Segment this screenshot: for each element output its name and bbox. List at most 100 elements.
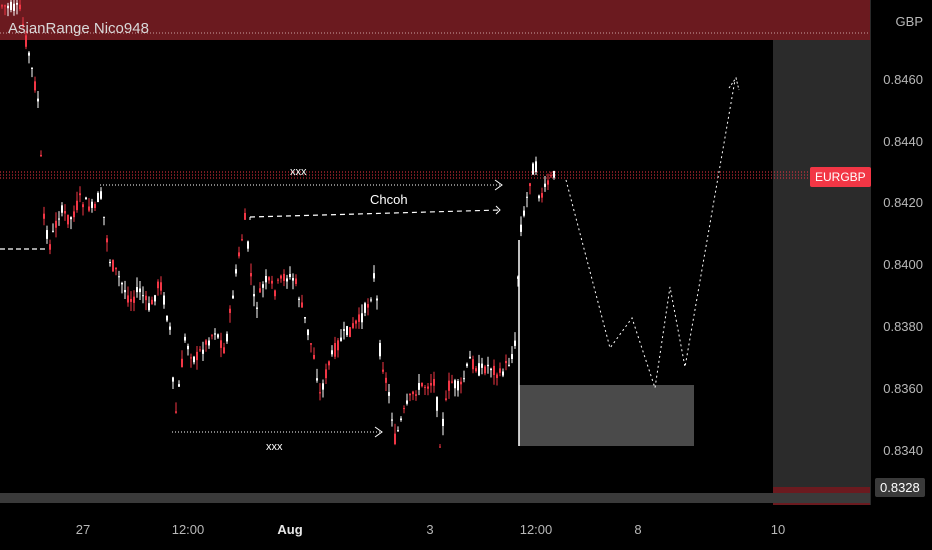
candle-body [76,200,78,211]
candle-body [82,204,84,208]
candle-body [319,392,321,394]
candle-body [262,284,264,288]
candle-body [208,340,210,346]
candle-body [400,418,402,421]
candle-body [97,192,99,203]
candle-body [22,23,24,26]
candle-body [352,323,354,328]
candle-body [79,193,81,196]
candle-body [292,278,294,281]
candle-body [127,295,129,303]
candle-body [388,392,390,396]
candle-body [106,238,108,243]
candle-body [37,98,39,102]
time-axis[interactable]: 27 12:00 Aug 3 12:00 8 10 [0,505,870,550]
candle-body [163,295,165,305]
price-axis[interactable]: GBP 0.8460 0.8440 0.8420 0.8400 0.8380 0… [870,0,932,505]
candle-body [115,267,117,270]
bottom-xxx-arrow [374,426,383,438]
candle-body [232,295,234,299]
candle-body [169,326,171,330]
candle-body [49,244,51,250]
candle-body [334,343,336,357]
candle-body [199,349,201,351]
price-tick: 0.8340 [883,443,923,458]
candle-body [4,5,6,7]
candle-body [19,4,21,10]
candle-body [139,288,141,293]
candle-body [466,363,468,367]
candle-body [229,308,231,313]
bottom-scroll-bar[interactable] [0,493,870,503]
candle-body [505,360,507,364]
candle-body [253,294,255,297]
axis-corner [870,505,932,550]
candle-body [412,391,414,395]
candle-body [358,314,360,322]
indicator-title: AsianRange Nico948 [8,20,149,37]
candle-body [160,282,162,291]
candle-body [7,5,9,9]
candle-body [157,281,159,289]
candle-body [265,276,267,283]
candle-body [418,383,420,390]
candle-body [415,394,417,396]
price-chart[interactable]: xxx Chcoh xxx [0,0,870,505]
time-tick: 3 [426,522,434,537]
candle-body [517,276,519,279]
candle-body [55,220,57,228]
candle-body [349,327,351,337]
candle-body [496,374,498,379]
time-tick: 10 [770,522,786,537]
candle-body [70,217,72,220]
candle-body [214,333,216,335]
candle-body [217,334,219,338]
candles [1,0,555,448]
candle-body [508,364,510,366]
candle-body [535,161,537,173]
candle-body [511,354,513,359]
candle-body [259,288,261,293]
price-tick: 0.8400 [883,257,923,272]
candle-body [430,383,432,386]
candle-body [370,299,372,301]
candle-body [181,358,183,368]
candle-body [526,196,528,198]
candle-body [289,274,291,278]
time-tick: Aug [277,522,303,537]
candle-body [391,419,393,421]
candle-body [451,381,453,383]
candle-body [343,329,345,331]
candle-body [43,213,45,219]
time-tick: 8 [634,522,642,537]
candle-body [220,340,222,348]
candle-body [64,211,66,214]
candle-body [439,446,441,448]
candle-body [367,304,369,308]
candle-body [148,303,150,311]
candle-body [187,345,189,350]
candle-body [40,154,42,157]
candle-body [457,381,459,391]
candle-body [544,183,546,187]
candle-body [226,333,228,342]
candle-body [427,386,429,389]
candle-body [436,397,438,411]
candle-body [310,343,312,345]
candle-body [373,273,375,279]
candle-body [433,379,435,386]
candle-body [487,364,489,367]
demand-zone[interactable] [519,385,694,446]
candle-body [190,357,192,359]
candle-body [133,296,135,303]
candle-body [211,335,213,337]
current-price-tag: 0.8328 [875,478,925,497]
candle-body [481,363,483,368]
candle-body [514,340,516,346]
candle-body [286,278,288,282]
candle-body [442,418,444,427]
candle-body [445,398,447,400]
candle-body [100,191,102,199]
symbol-tag[interactable]: EURGBP [810,167,871,187]
candle-body [10,1,12,10]
